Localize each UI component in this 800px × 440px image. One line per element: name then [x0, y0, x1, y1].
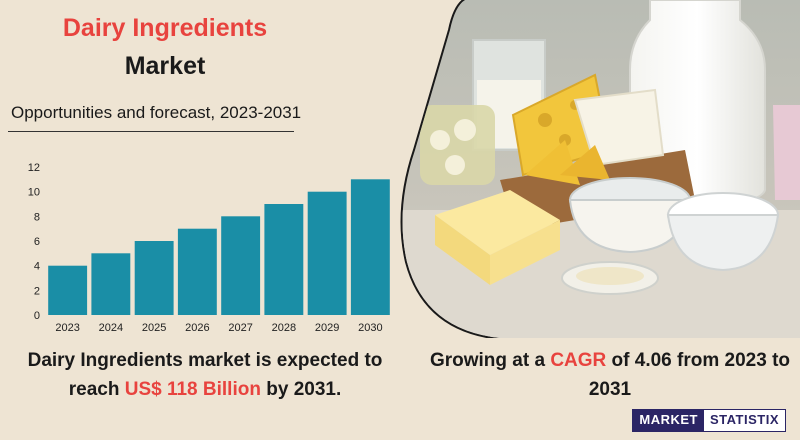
bar-2025: [134, 241, 174, 315]
dairy-products-photo: [400, 0, 800, 338]
market-size-text-post: by 2031.: [260, 379, 342, 400]
y-tick-label: 6: [34, 236, 40, 248]
y-tick-label: 8: [34, 211, 40, 223]
cagr-statement: Growing at a CAGR of 4.06 from 2023 to 2…: [424, 346, 796, 404]
y-tick-label: 12: [28, 162, 40, 174]
x-tick-label: 2027: [228, 322, 252, 334]
y-tick-label: 10: [28, 187, 40, 199]
bar-2029: [307, 191, 347, 315]
x-tick-label: 2028: [272, 322, 296, 334]
subtitle-divider: [8, 131, 294, 132]
x-tick-label: 2024: [99, 322, 123, 334]
bar-2024: [91, 253, 131, 315]
x-tick-label: 2023: [55, 322, 79, 334]
bar-2030: [350, 179, 390, 315]
market-size-value: US$ 118 Billion: [124, 379, 261, 400]
cagr-label: CAGR: [550, 350, 607, 371]
y-tick-label: 4: [34, 261, 40, 273]
bar-2026: [177, 228, 217, 315]
bar-2027: [221, 216, 261, 315]
brand-logo: MARKET STATISTIX: [632, 409, 786, 432]
title-line1: Dairy Ingredients: [62, 14, 268, 42]
y-tick-label: 0: [34, 310, 40, 322]
brand-logo-part1: MARKET: [633, 410, 704, 431]
x-tick-label: 2030: [358, 322, 382, 334]
market-size-statement: Dairy Ingredients market is expected to …: [0, 346, 410, 404]
y-tick-label: 2: [34, 285, 40, 297]
bar-chart: 0 2 4 6 8 10 12 2023 2024 2025 2026 2027 2028 2029 203…: [28, 162, 390, 334]
market-size-text-pre: Dairy Ingredients market is expected to …: [27, 350, 383, 400]
x-tick-label: 2026: [185, 322, 209, 334]
x-tick-label: 2029: [315, 322, 339, 334]
x-tick-label: 2025: [142, 322, 166, 334]
bar-2023: [48, 265, 88, 315]
cagr-text-post: of 4.06 from 2023 to 2031: [588, 350, 791, 400]
cagr-text-pre: Growing at a: [429, 350, 551, 371]
title-line2: Market: [124, 52, 206, 80]
brand-logo-part2: STATISTIX: [703, 410, 785, 431]
subtitle: Opportunities and forecast, 2023-2031: [11, 103, 302, 122]
bar-2028: [264, 204, 304, 315]
